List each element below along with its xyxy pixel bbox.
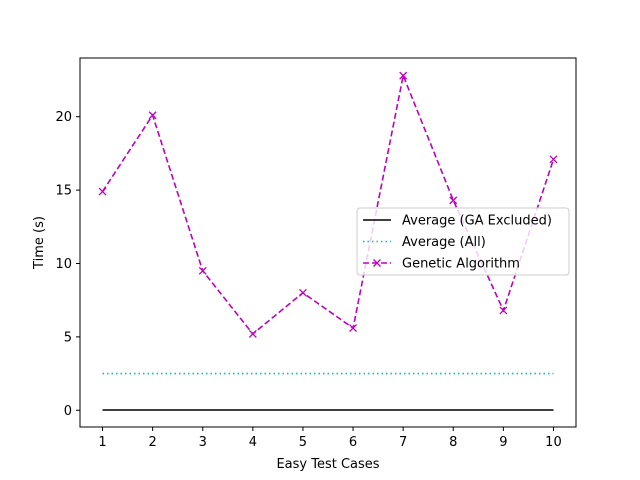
y-tick-label: 0 [64,404,72,419]
data-point [248,329,257,338]
legend-box [356,207,570,276]
data-point [499,306,508,315]
y-tick-label: 20 [55,110,72,125]
legend-entry: Genetic Algorithm [363,257,520,272]
data-point [198,266,207,275]
x-tick-label: 1 [98,435,106,450]
legend-entry: Average (All) [363,235,486,250]
x-tick-label: 6 [349,435,357,450]
data-point [349,324,358,333]
legend: Average (GA Excluded) Average (All) Geneti… [356,207,570,276]
x-tick-label: 9 [499,435,507,450]
data-point [449,196,458,205]
x-tick-label: 5 [299,435,307,450]
legend-label: Genetic Algorithm [402,257,520,272]
plot-frame [79,57,577,428]
x-tick-label: 10 [545,435,562,450]
data-point [298,288,307,297]
x-tick-label: 3 [199,435,207,450]
x-axis-label: Easy Test Cases [276,457,379,472]
y-tick-label: 15 [55,184,72,199]
ticks-layer: 1 2 3 4 5 6 7 8 9 10 0 5 10 15 20 [55,110,561,450]
x-tick-label: 2 [149,435,157,450]
legend-label: Average (All) [402,235,486,250]
legend-entry: Average (GA Excluded) [363,214,552,229]
data-point [148,111,157,120]
y-tick-label: 10 [55,257,72,272]
y-axis-label: Time (s) [32,216,47,270]
data-point [549,155,558,164]
legend-label: Average (GA Excluded) [402,214,552,229]
x-tick-label: 4 [249,435,257,450]
y-tick-label: 5 [64,330,72,345]
x-tick-label: 7 [399,435,407,450]
data-point [399,71,408,80]
x-tick-label: 8 [449,435,457,450]
data-point [98,187,107,196]
